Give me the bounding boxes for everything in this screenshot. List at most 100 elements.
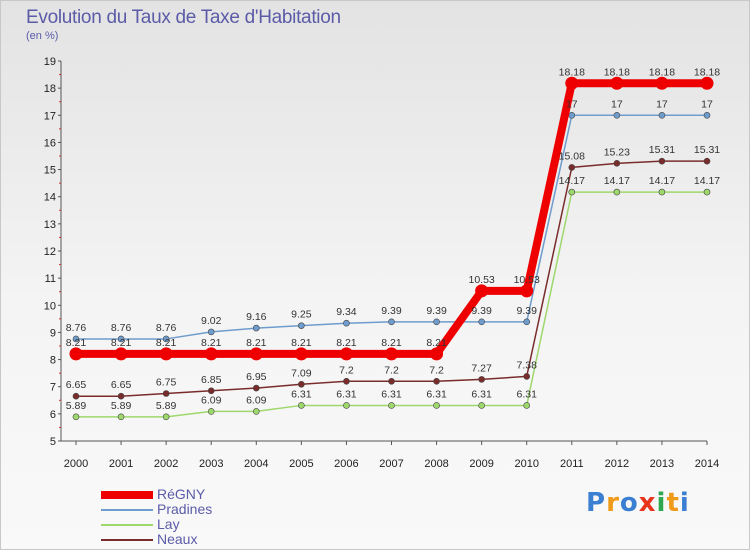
- y-tick-label: 19: [44, 56, 56, 68]
- data-label: 7.38: [516, 359, 537, 371]
- x-tick-label: 2000: [64, 458, 88, 470]
- data-point: [72, 335, 80, 343]
- data-point: [523, 318, 531, 326]
- data-label: 18.18: [604, 66, 630, 78]
- data-label: 8.21: [336, 337, 357, 349]
- x-tick-label: 2007: [379, 458, 403, 470]
- data-point: [69, 347, 83, 361]
- data-point: [478, 402, 485, 409]
- data-point: [475, 284, 489, 298]
- y-tick-label: 15: [44, 165, 56, 177]
- data-label: 6.31: [336, 388, 357, 400]
- data-label: 6.31: [426, 388, 447, 400]
- data-point: [252, 408, 260, 415]
- x-tick-label: 2001: [109, 458, 133, 470]
- x-tick-label: 2004: [244, 458, 268, 470]
- data-point: [343, 377, 350, 385]
- data-label: 9.39: [426, 305, 447, 317]
- data-label: 17: [656, 98, 668, 110]
- data-point: [252, 384, 260, 392]
- data-point: [613, 188, 621, 196]
- y-tick-label: 12: [44, 246, 56, 258]
- data-point: [252, 324, 260, 332]
- data-point: [703, 157, 711, 165]
- data-point: [523, 402, 531, 409]
- data-point: [162, 390, 170, 397]
- data-point: [703, 111, 711, 119]
- data-point: [72, 413, 80, 421]
- data-label: 7.2: [384, 364, 399, 376]
- data-point: [114, 347, 128, 361]
- data-label: 7.2: [429, 364, 444, 376]
- data-point: [703, 188, 711, 196]
- data-point: [298, 402, 305, 409]
- data-point: [388, 402, 395, 409]
- data-point: [343, 402, 350, 409]
- y-tick-label: 11: [45, 273, 56, 285]
- legend-swatch: [101, 491, 153, 499]
- legend-label: RéGNY: [157, 486, 206, 502]
- data-point: [117, 413, 125, 421]
- data-point: [658, 111, 666, 119]
- data-label: 14.17: [694, 175, 720, 187]
- x-tick-label: 2013: [650, 458, 674, 470]
- data-label: 6.09: [201, 394, 222, 406]
- data-label: 7.09: [291, 367, 312, 379]
- y-tick-label: 7: [50, 382, 56, 394]
- data-label: 8.21: [111, 337, 132, 349]
- data-label: 9.39: [381, 305, 402, 317]
- data-label: 8.76: [111, 322, 132, 334]
- data-point: [433, 402, 440, 409]
- data-point: [430, 347, 444, 361]
- data-point: [339, 347, 353, 361]
- data-point: [478, 318, 485, 326]
- data-point: [207, 408, 215, 415]
- data-label: 10.53: [514, 274, 540, 286]
- x-tick-label: 2006: [334, 458, 358, 470]
- data-point: [568, 111, 576, 119]
- data-label: 6.31: [471, 388, 492, 400]
- x-tick-label: 2005: [289, 458, 313, 470]
- data-label: 6.31: [291, 388, 312, 400]
- data-label: 9.02: [201, 315, 222, 327]
- data-label: 5.89: [66, 400, 87, 412]
- x-tick-label: 2012: [605, 458, 629, 470]
- x-tick-label: 2002: [154, 458, 178, 470]
- data-label: 18.18: [559, 66, 585, 78]
- data-label: 9.39: [516, 305, 537, 317]
- data-label: 17: [701, 98, 713, 110]
- data-point: [117, 392, 125, 400]
- data-point: [162, 413, 170, 421]
- data-label: 17: [611, 98, 623, 110]
- data-point: [610, 76, 624, 90]
- data-label: 15.31: [694, 144, 720, 156]
- data-point: [568, 188, 576, 196]
- data-label: 14.17: [604, 175, 630, 187]
- data-label: 6.75: [156, 377, 177, 389]
- y-tick-label: 5: [50, 436, 56, 448]
- y-tick-label: 9: [50, 327, 56, 339]
- y-tick-label: 17: [44, 110, 56, 122]
- data-point: [159, 347, 173, 361]
- data-point: [433, 377, 440, 385]
- data-point: [385, 347, 398, 361]
- x-tick-label: 2008: [424, 458, 448, 470]
- data-label: 14.17: [559, 175, 585, 187]
- x-tick-label: 2003: [199, 458, 223, 470]
- legend-item: RéGNY: [101, 486, 301, 502]
- data-label: 6.31: [516, 388, 537, 400]
- data-label: 7.27: [471, 362, 492, 374]
- x-tick-label: 2010: [514, 458, 538, 470]
- legend-swatch: [101, 539, 153, 541]
- data-point: [658, 188, 666, 196]
- data-point: [72, 392, 80, 400]
- data-label: 9.16: [246, 311, 267, 323]
- data-label: 6.85: [201, 374, 222, 386]
- data-label: 15.08: [559, 150, 585, 162]
- data-label: 6.95: [246, 371, 267, 383]
- chart-title: Evolution du Taux de Taxe d'Habitation: [26, 7, 341, 28]
- series-line: [75, 160, 708, 397]
- data-label: 18.18: [694, 66, 720, 78]
